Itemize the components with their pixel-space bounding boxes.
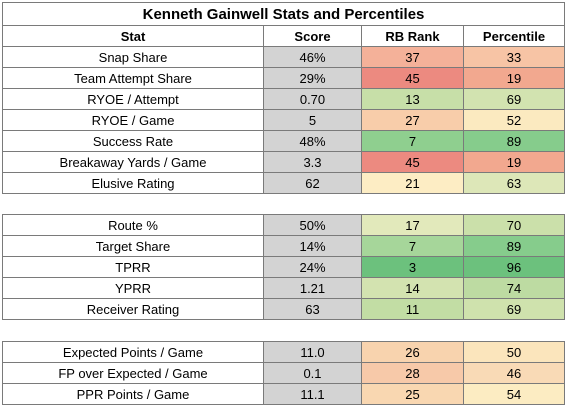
score-cell: 48% [263, 130, 362, 152]
header-percentile: Percentile [463, 25, 565, 47]
table-row: Success Rate 48% 7 89 [2, 130, 565, 152]
table-row: RYOE / Attempt 0.70 13 69 [2, 88, 565, 110]
rb-rank-cell: 14 [361, 277, 464, 299]
stat-cell: Team Attempt Share [2, 67, 264, 89]
percentile-cell: 69 [463, 298, 565, 320]
table-row: YPRR 1.21 14 74 [2, 277, 565, 299]
rb-rank-cell: 37 [361, 46, 464, 68]
table-row: Snap Share 46% 37 33 [2, 46, 565, 68]
score-cell: 14% [263, 235, 362, 257]
rb-rank-cell: 27 [361, 109, 464, 131]
stat-cell: PPR Points / Game [2, 383, 264, 405]
percentile-cell: 63 [463, 172, 565, 194]
score-cell: 24% [263, 256, 362, 278]
percentile-cell: 52 [463, 109, 565, 131]
section-rushing: Snap Share 46% 37 33 Team Attempt Share 29% 45… [2, 46, 565, 194]
rb-rank-cell: 11 [361, 298, 464, 320]
table-row: Receiver Rating 63 11 69 [2, 298, 565, 320]
stat-cell: Target Share [2, 235, 264, 257]
rb-rank-cell: 25 [361, 383, 464, 405]
stats-table-receiving: Route % 50% 17 70 Target Share 14% 7 89 TPRR 24% 3… [2, 214, 565, 320]
stat-cell: RYOE / Attempt [2, 88, 264, 110]
rb-rank-cell: 13 [361, 88, 464, 110]
percentile-cell: 50 [463, 341, 565, 363]
page-title: Kenneth Gainwell Stats and Percentiles [2, 2, 565, 26]
header-rb-rank: RB Rank [361, 25, 464, 47]
percentile-cell: 19 [463, 151, 565, 173]
percentile-cell: 74 [463, 277, 565, 299]
percentile-cell: 89 [463, 130, 565, 152]
percentile-cell: 69 [463, 88, 565, 110]
stat-cell: Route % [2, 214, 264, 236]
table-row: Target Share 14% 7 89 [2, 235, 565, 257]
header-score: Score [263, 25, 362, 47]
rb-rank-cell: 7 [361, 130, 464, 152]
score-cell: 3.3 [263, 151, 362, 173]
score-cell: 62 [263, 172, 362, 194]
table-row: PPR Points / Game 11.1 25 54 [2, 383, 565, 405]
table-row: Elusive Rating 62 21 63 [2, 172, 565, 194]
rb-rank-cell: 45 [361, 67, 464, 89]
header-row: Stat Score RB Rank Percentile [2, 25, 565, 47]
rb-rank-cell: 17 [361, 214, 464, 236]
section-fantasy: Expected Points / Game 11.0 26 50 FP over Ex… [2, 341, 565, 405]
rb-rank-cell: 7 [361, 235, 464, 257]
table-row: FP over Expected / Game 0.1 28 46 [2, 362, 565, 384]
score-cell: 50% [263, 214, 362, 236]
score-cell: 1.21 [263, 277, 362, 299]
stat-cell: RYOE / Game [2, 109, 264, 131]
stat-cell: TPRR [2, 256, 264, 278]
percentile-cell: 70 [463, 214, 565, 236]
stat-cell: YPRR [2, 277, 264, 299]
rb-rank-cell: 45 [361, 151, 464, 173]
score-cell: 11.1 [263, 383, 362, 405]
section-receiving: Route % 50% 17 70 Target Share 14% 7 89 TPRR 24% 3… [2, 214, 565, 320]
score-cell: 0.70 [263, 88, 362, 110]
percentile-cell: 46 [463, 362, 565, 384]
percentile-cell: 19 [463, 67, 565, 89]
percentile-cell: 96 [463, 256, 565, 278]
score-cell: 0.1 [263, 362, 362, 384]
table-row: Breakaway Yards / Game 3.3 45 19 [2, 151, 565, 173]
table-row: Expected Points / Game 11.0 26 50 [2, 341, 565, 363]
stat-cell: Success Rate [2, 130, 264, 152]
stats-table-fantasy: Expected Points / Game 11.0 26 50 FP over Ex… [2, 341, 565, 405]
stat-cell: Expected Points / Game [2, 341, 264, 363]
percentile-cell: 54 [463, 383, 565, 405]
table-row: Route % 50% 17 70 [2, 214, 565, 236]
rb-rank-cell: 3 [361, 256, 464, 278]
table-row: RYOE / Game 5 27 52 [2, 109, 565, 131]
stat-cell: Elusive Rating [2, 172, 264, 194]
score-cell: 5 [263, 109, 362, 131]
score-cell: 11.0 [263, 341, 362, 363]
table-row: Team Attempt Share 29% 45 19 [2, 67, 565, 89]
stat-cell: Breakaway Yards / Game [2, 151, 264, 173]
stat-cell: Snap Share [2, 46, 264, 68]
rb-rank-cell: 21 [361, 172, 464, 194]
stats-table-main: Kenneth Gainwell Stats and Percentiles S… [2, 2, 565, 194]
stat-cell: Receiver Rating [2, 298, 264, 320]
stat-cell: FP over Expected / Game [2, 362, 264, 384]
score-cell: 63 [263, 298, 362, 320]
table-row: TPRR 24% 3 96 [2, 256, 565, 278]
score-cell: 46% [263, 46, 362, 68]
rb-rank-cell: 26 [361, 341, 464, 363]
percentile-cell: 33 [463, 46, 565, 68]
percentile-cell: 89 [463, 235, 565, 257]
score-cell: 29% [263, 67, 362, 89]
header-stat: Stat [2, 25, 264, 47]
rb-rank-cell: 28 [361, 362, 464, 384]
